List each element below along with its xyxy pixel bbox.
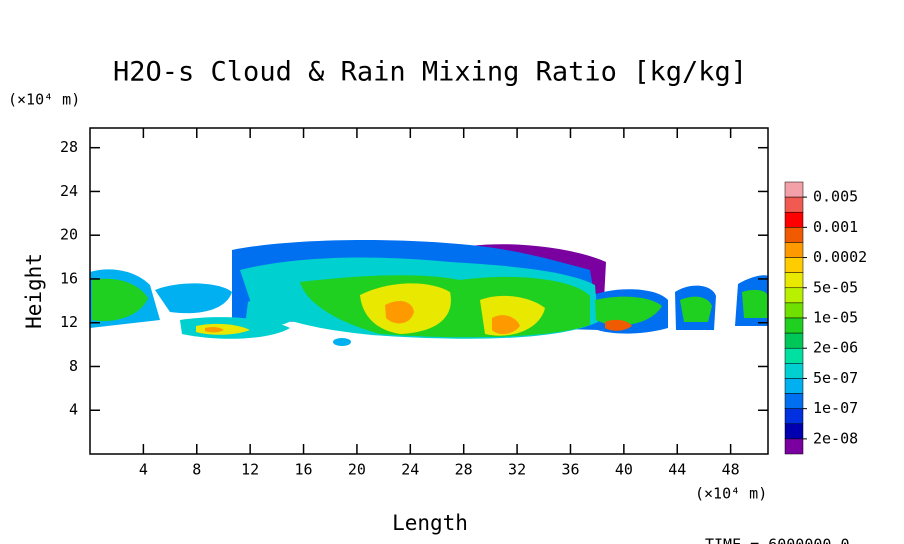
x-tick-label: 36 — [561, 461, 579, 479]
x-tick-label: 4 — [139, 461, 148, 479]
y-unit: (×10⁴ m) — [8, 91, 80, 109]
x-tick-label: 20 — [348, 461, 366, 479]
cloud-field — [90, 239, 768, 346]
x-tick-label: 48 — [722, 461, 740, 479]
colorbar-label: 0.0002 — [813, 248, 867, 266]
y-tick-label: 16 — [60, 269, 78, 287]
x-tick-label: 40 — [615, 461, 633, 479]
footer: TIME = 6000000.0 — [705, 536, 850, 544]
colorbar-label: 5e-05 — [813, 278, 858, 296]
colorbar-swatch — [784, 317, 804, 334]
colorbar-swatch — [784, 181, 804, 198]
y-tick-label: 8 — [69, 357, 78, 375]
y-tick-label: 20 — [60, 226, 78, 244]
colorbar-swatch — [784, 227, 804, 243]
x-tick-label: 32 — [508, 461, 526, 479]
colorbar-swatch — [784, 423, 804, 440]
colorbar-swatch — [784, 302, 804, 319]
x-tick-label: 8 — [192, 461, 201, 479]
colorbar-swatch — [784, 408, 804, 425]
colorbar-swatch — [784, 287, 804, 304]
colorbar-swatch — [784, 242, 804, 258]
x-tick-label: 16 — [295, 461, 313, 479]
colorbar-label: 0.005 — [813, 188, 858, 206]
colorbar-label: 1e-05 — [813, 309, 858, 327]
colorbar-swatch — [784, 347, 804, 364]
y-tick-label: 24 — [60, 182, 78, 200]
x-unit: (×10⁴ m) — [695, 485, 767, 503]
colorbar-label: 2e-08 — [813, 429, 858, 447]
colorbar-label: 2e-06 — [813, 339, 858, 357]
colorbar-swatch — [784, 257, 804, 273]
y-tick-label: 12 — [60, 313, 78, 331]
colorbar-swatch — [784, 196, 804, 213]
plot-frame — [89, 127, 769, 455]
colorbar-label: 1e-07 — [813, 399, 858, 417]
colorbar-swatch — [784, 438, 804, 455]
colorbar-swatch — [784, 393, 804, 409]
y-axis-label: Height — [22, 253, 46, 329]
y-tick-label: 4 — [69, 401, 78, 419]
colorbar-swatch — [784, 332, 804, 349]
x-axis-label: Length — [392, 511, 468, 535]
x-tick-label: 24 — [401, 461, 419, 479]
colorbar-label: 5e-07 — [813, 369, 858, 387]
y-tick-label: 28 — [60, 138, 78, 156]
colorbar-swatch — [784, 363, 804, 379]
x-tick-label: 28 — [455, 461, 473, 479]
colorbar-label: 0.001 — [813, 218, 858, 236]
colorbar-swatch — [784, 211, 804, 228]
x-tick-label: 44 — [668, 461, 686, 479]
colorbar-swatch — [784, 272, 804, 289]
chart-title: H2O-s Cloud & Rain Mixing Ratio [kg/kg] — [113, 57, 747, 88]
colorbar-swatch — [784, 378, 804, 394]
x-tick-label: 12 — [241, 461, 259, 479]
